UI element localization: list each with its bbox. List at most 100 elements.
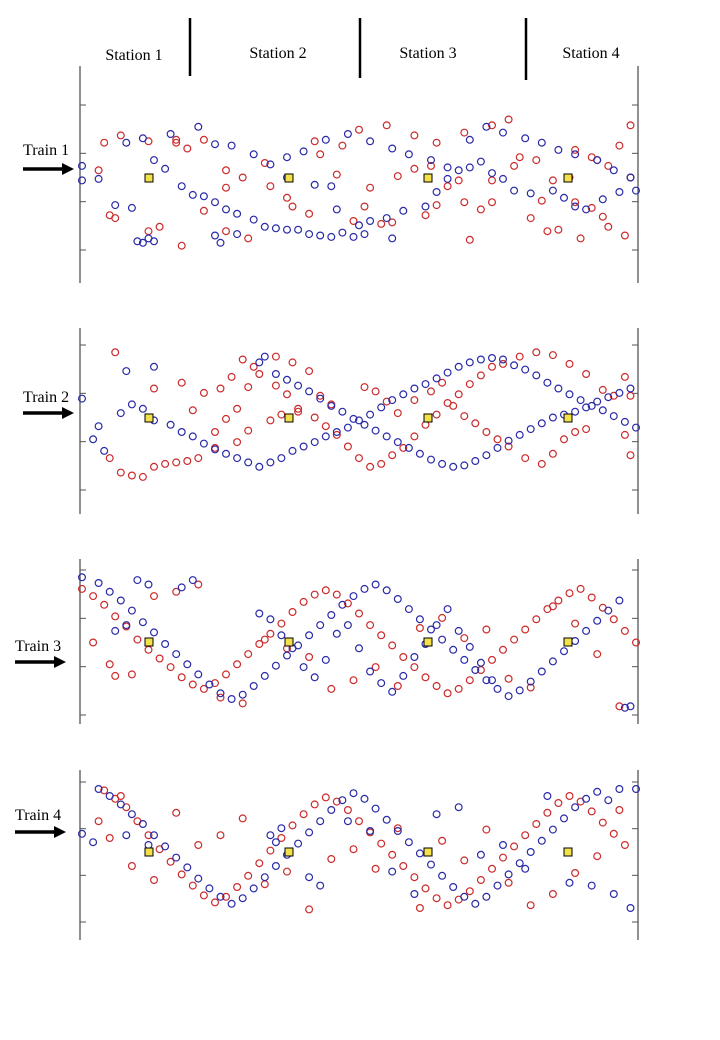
red-point xyxy=(631,638,640,647)
blue-point xyxy=(327,401,336,410)
blue-point xyxy=(194,670,203,679)
red-point xyxy=(111,612,120,621)
train-arrow-1 xyxy=(23,163,74,175)
red-point xyxy=(349,676,358,685)
red-point xyxy=(460,634,469,643)
blue-point xyxy=(343,621,352,630)
blue-point xyxy=(144,580,153,589)
blue-point xyxy=(526,425,535,434)
panel-train-3: Train 3 xyxy=(15,559,640,724)
blue-point xyxy=(371,580,380,589)
blue-point xyxy=(338,600,347,609)
blue-point xyxy=(183,660,192,669)
red-point xyxy=(510,842,519,851)
blue-point xyxy=(349,592,358,601)
blue-point xyxy=(222,205,231,214)
blue-point xyxy=(404,838,413,847)
blue-point xyxy=(94,174,103,183)
blue-point xyxy=(615,188,624,197)
blue-point xyxy=(305,828,314,837)
red-point xyxy=(249,362,258,371)
red-point xyxy=(609,829,618,838)
panel-train-1: Train 1 xyxy=(23,66,640,283)
red-point xyxy=(548,889,557,898)
blue-point xyxy=(476,850,485,859)
blue-point xyxy=(310,180,319,189)
blue-point xyxy=(449,462,458,471)
red-point xyxy=(222,227,231,236)
blue-point xyxy=(427,625,436,634)
red-point xyxy=(310,800,319,809)
blue-point xyxy=(355,644,364,653)
blue-point xyxy=(377,679,386,688)
red-point xyxy=(410,432,419,441)
blue-point xyxy=(294,839,303,848)
red-point xyxy=(465,380,474,389)
blue-point xyxy=(227,694,236,703)
blue-point xyxy=(343,817,352,826)
station-stop-marker-2 xyxy=(284,173,294,183)
red-point xyxy=(604,161,613,170)
red-point xyxy=(161,459,170,468)
red-point xyxy=(343,599,352,608)
blue-point xyxy=(255,609,264,618)
red-point xyxy=(377,839,386,848)
red-point xyxy=(294,404,303,413)
blue-point xyxy=(515,686,524,695)
blue-point xyxy=(388,396,397,405)
blue-point xyxy=(471,457,480,466)
red-point xyxy=(105,660,114,669)
station-stop-marker-3 xyxy=(423,637,433,647)
train-label-4: Train 4 xyxy=(15,807,61,824)
blue-point xyxy=(144,840,153,849)
blue-point xyxy=(476,157,485,166)
red-point xyxy=(199,684,208,693)
blue-point xyxy=(615,784,624,793)
blue-point xyxy=(161,639,170,648)
red-point xyxy=(172,135,181,144)
red-point xyxy=(288,202,297,211)
red-point xyxy=(476,205,485,214)
red-point xyxy=(332,170,341,179)
blue-point xyxy=(205,680,214,689)
blue-point xyxy=(465,358,474,367)
blue-point xyxy=(283,651,292,660)
red-point xyxy=(388,641,397,650)
blue-point xyxy=(194,874,203,883)
red-point xyxy=(432,138,441,147)
blue-point xyxy=(454,803,463,812)
red-point xyxy=(127,471,136,480)
red-point xyxy=(288,607,297,616)
train-label-2: Train 2 xyxy=(23,389,69,406)
red-point xyxy=(166,663,175,672)
blue-point xyxy=(266,458,275,467)
blue-point xyxy=(305,873,314,882)
blue-point xyxy=(526,189,535,198)
red-point xyxy=(327,684,336,693)
blue-point xyxy=(432,374,441,383)
blue-point xyxy=(338,407,347,416)
red-point xyxy=(460,198,469,207)
red-point xyxy=(360,383,369,392)
blue-point xyxy=(305,387,314,396)
station-stop-marker-1 xyxy=(144,413,154,423)
blue-point xyxy=(310,438,319,447)
blue-point xyxy=(349,789,358,798)
train-label-3: Train 3 xyxy=(15,638,61,655)
station-label-3: Station 3 xyxy=(399,45,456,62)
blue-point xyxy=(382,432,391,441)
red-point xyxy=(366,462,375,471)
red-point xyxy=(482,625,491,634)
red-point xyxy=(427,387,436,396)
red-point xyxy=(565,589,574,598)
blue-point xyxy=(449,882,458,891)
blue-point xyxy=(321,655,330,664)
blue-point xyxy=(559,193,568,202)
red-point xyxy=(554,225,563,234)
blue-point xyxy=(631,423,640,432)
blue-point xyxy=(172,650,181,659)
blue-point xyxy=(438,635,447,644)
red-point xyxy=(526,214,535,223)
blue-point xyxy=(338,796,347,805)
blue-point xyxy=(283,375,292,384)
